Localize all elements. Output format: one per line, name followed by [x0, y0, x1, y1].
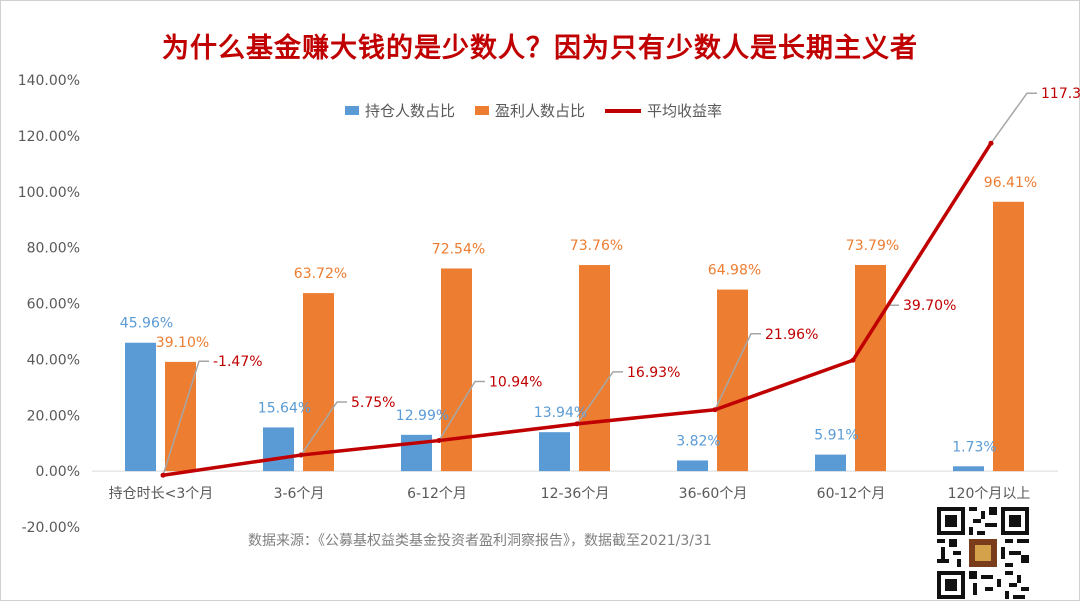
data-label-profit: 73.79%	[846, 238, 899, 254]
legend-item-avg: 平均收益率	[605, 100, 722, 121]
line-point-avg	[712, 407, 718, 413]
data-label-hold: 3.82%	[676, 433, 720, 449]
y-tick-label: 40.00%	[27, 352, 80, 368]
legend-swatch-hold	[345, 106, 359, 115]
y-tick-label: 60.00%	[27, 297, 80, 313]
data-label-profit: 72.54%	[432, 241, 485, 257]
data-label-avg: 117.38%	[1041, 86, 1080, 102]
data-label-hold: 45.96%	[120, 316, 173, 332]
data-label-hold: 12.99%	[396, 408, 449, 424]
bar-hold	[263, 427, 294, 472]
leader-line	[162, 360, 209, 476]
y-tick-label: 120.00%	[18, 129, 80, 145]
data-label-hold: 13.94%	[534, 405, 587, 421]
bar-hold	[125, 342, 156, 472]
y-tick-label: 80.00%	[27, 241, 80, 257]
legend-swatch-avg	[605, 108, 642, 113]
legend-swatch-profit	[475, 106, 490, 115]
line-point-avg	[988, 140, 994, 146]
bar-hold	[539, 432, 570, 472]
bar-profit	[717, 289, 748, 472]
y-tick-label: 0.00%	[36, 464, 80, 480]
line-point-avg	[160, 472, 166, 478]
data-label-profit: 96.41%	[984, 175, 1037, 191]
leader-line	[990, 92, 1037, 144]
legend-item-hold: 持仓人数占比	[345, 100, 455, 121]
data-label-hold: 15.64%	[258, 400, 311, 416]
leader-line	[438, 380, 485, 441]
x-category-label: 12-36个月	[541, 486, 610, 502]
y-tick-label: -20.00%	[22, 520, 80, 536]
x-category-label: 持仓时长<3个月	[109, 486, 214, 502]
y-tick-label: 100.00%	[18, 185, 80, 201]
y-tick-label: 140.00%	[18, 73, 80, 89]
legend-label-avg: 平均收益率	[647, 102, 723, 120]
chart-title: 为什么基金赚大钱的是少数人？因为只有少数人是长期主义者	[162, 33, 918, 64]
bar-hold	[953, 466, 984, 472]
legend-label-hold: 持仓人数占比	[365, 102, 456, 120]
data-label-avg: -1.47%	[213, 354, 263, 370]
leader-line	[714, 333, 761, 411]
legend: 持仓人数占比 盈利人数占比 平均收益率	[345, 100, 742, 121]
x-category-label: 6-12个月	[407, 486, 467, 502]
data-label-profit: 63.72%	[294, 266, 347, 282]
line-point-avg	[298, 452, 304, 458]
data-label-hold: 5.91%	[814, 428, 858, 444]
line-point-avg	[574, 421, 580, 427]
data-label-hold: 1.73%	[952, 439, 996, 455]
legend-item-profit: 盈利人数占比	[475, 100, 585, 121]
x-category-label: 60-12个月	[817, 486, 886, 502]
bar-hold	[677, 460, 708, 472]
data-label-profit: 73.76%	[570, 238, 623, 254]
leader-line	[300, 401, 347, 456]
line-point-avg	[850, 357, 856, 363]
bar-profit	[579, 265, 610, 472]
data-label-avg: 16.93%	[627, 365, 680, 381]
bar-profit	[303, 293, 334, 472]
x-category-label: 120个月以上	[948, 486, 1031, 502]
bar-profit	[993, 201, 1024, 472]
data-label-profit: 64.98%	[708, 263, 761, 279]
qr-code-icon	[937, 507, 1029, 599]
data-label-avg: 5.75%	[351, 395, 395, 411]
y-tick-label: 20.00%	[27, 408, 80, 424]
bar-profit	[855, 264, 886, 472]
line-point-avg	[436, 438, 442, 444]
leader-line	[576, 371, 623, 425]
bar-hold	[815, 454, 846, 472]
data-label-avg: 39.70%	[903, 298, 956, 314]
data-label-avg: 10.94%	[489, 375, 542, 391]
data-label-avg: 21.96%	[765, 327, 818, 343]
data-label-profit: 39.10%	[156, 335, 209, 351]
legend-label-profit: 盈利人数占比	[495, 102, 586, 120]
source-note: 数据来源：《公募基权益类基金投资者盈利洞察报告》，数据截至2021/3/31	[248, 533, 712, 549]
x-category-label: 36-60个月	[679, 486, 748, 502]
x-category-label: 3-6个月	[274, 486, 325, 502]
